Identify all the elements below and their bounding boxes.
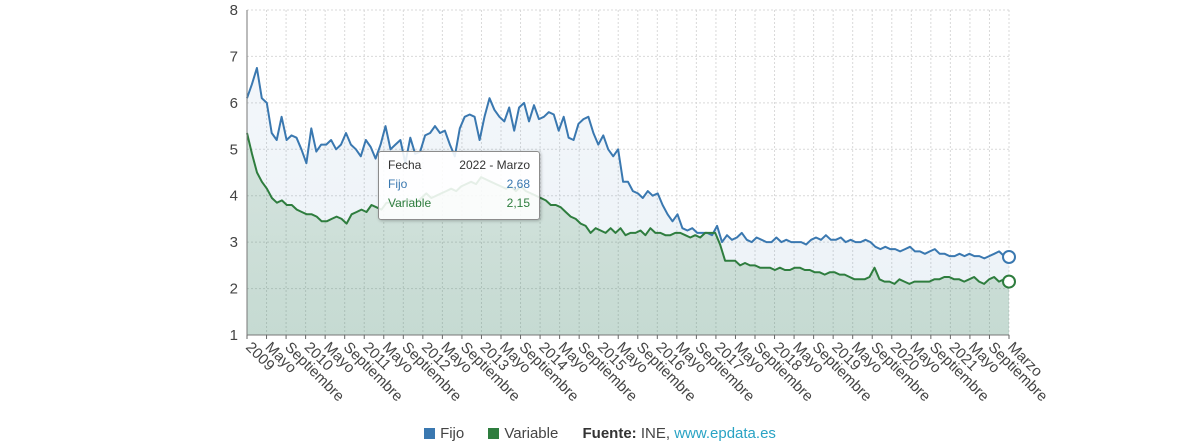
legend-item-fijo[interactable]: Fijo [424, 425, 464, 442]
chart-lines [246, 67, 1010, 285]
source-credit: Fuente: INE, www.epdata.es [583, 425, 776, 442]
legend-label-variable: Variable [504, 424, 559, 442]
source-label: Fuente: [582, 424, 637, 442]
y-tick-label: 7 [230, 48, 238, 65]
series-line-variable [246, 132, 1010, 285]
chart-areas [247, 68, 1009, 335]
legend-label-fijo: Fijo [440, 424, 465, 442]
source-link[interactable]: www.epdata.es [674, 424, 776, 442]
y-tick-label: 3 [230, 234, 238, 251]
area-variable [247, 133, 1009, 335]
chart-axes [246, 10, 1009, 336]
tooltip-fijo-value: 2,68 [506, 177, 530, 191]
legend-swatch-fijo [424, 427, 436, 439]
tooltip-variable-label: Variable [388, 196, 432, 210]
y-tick-label: 8 [230, 2, 238, 19]
legend-item-variable[interactable]: Variable [488, 425, 558, 442]
chart-legend: Fijo Variable Fuente: INE, www.epdata.es [0, 424, 1200, 442]
chart-markers [1002, 250, 1016, 289]
y-axis-ticks: 1 2 3 4 5 6 7 8 [230, 2, 238, 344]
legend-swatch-variable [488, 427, 500, 439]
series-line-fijo [246, 67, 1010, 260]
series-marker-variable [1002, 274, 1016, 289]
y-tick-label: 4 [230, 188, 238, 205]
source-text: INE, [636, 424, 675, 442]
tooltip-date-value: 2022 - Marzo [459, 158, 530, 172]
tooltip-fijo-label: Fijo [388, 177, 408, 191]
line-chart: 1 2 3 4 5 6 7 8 2009MayoSeptiembre2010MayoSepti… [230, 2, 1051, 405]
series-marker-fijo [1002, 250, 1016, 264]
y-tick-label: 1 [230, 327, 238, 344]
y-tick-label: 6 [230, 95, 238, 112]
y-tick-label: 2 [230, 281, 238, 298]
x-axis-ticks: 2009MayoSeptiembre2010MayoSeptiembre2011… [242, 335, 1051, 405]
y-tick-label: 5 [230, 141, 238, 158]
tooltip-variable-value: 2,15 [506, 196, 530, 210]
chart-tooltip: Fecha 2022 - Marzo Fijo 2,68 Variable 2,… [378, 151, 540, 220]
tooltip-date-label: Fecha [388, 158, 422, 172]
